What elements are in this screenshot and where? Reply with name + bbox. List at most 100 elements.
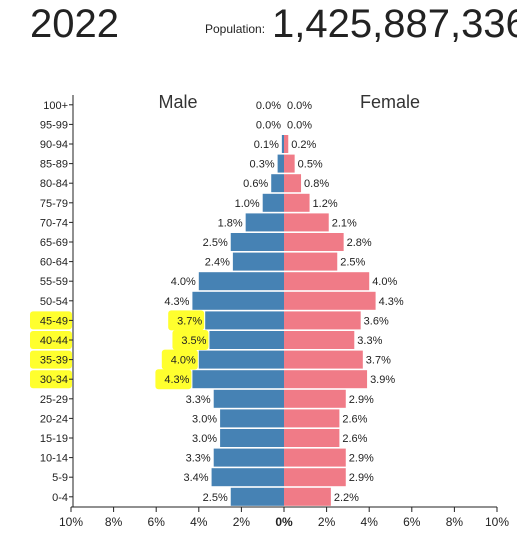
male-percent-label: 3.0% (192, 433, 217, 445)
age-group-label: 50-54 (40, 296, 68, 308)
female-bar (284, 429, 340, 447)
age-group-label: 85-89 (40, 159, 68, 171)
male-bar (220, 429, 284, 447)
male-percent-label: 3.7% (177, 315, 202, 327)
x-tick-label: 8% (446, 515, 464, 529)
x-tick-label: 6% (148, 515, 166, 529)
female-bar (284, 331, 355, 349)
x-tick-label: 8% (105, 515, 123, 529)
age-highlight-mark (30, 311, 72, 330)
male-bar (213, 389, 284, 408)
male-bar (192, 291, 284, 310)
x-tick-label: 0% (275, 515, 293, 529)
female-percent-label: 2.9% (349, 394, 374, 406)
male-bar (245, 213, 284, 232)
female-bar (284, 389, 346, 408)
age-group-label: 60-64 (40, 257, 68, 269)
male-percent-label: 3.0% (192, 413, 217, 425)
age-group-label: 15-19 (40, 433, 68, 445)
age-group-label: 25-29 (40, 394, 68, 406)
female-bar (284, 272, 370, 291)
pct-highlight-mark (168, 310, 205, 331)
male-percent-label: 2.5% (203, 237, 228, 249)
male-percent-label: 0.0% (256, 119, 281, 131)
x-tick-label: 2% (318, 515, 336, 529)
male-percent-label: 4.0% (171, 355, 196, 367)
male-bar (220, 409, 284, 428)
age-group-label: 10-14 (40, 453, 68, 465)
female-percent-label: 4.3% (379, 296, 404, 308)
age-highlight-mark (30, 331, 72, 349)
male-percent-label: 2.5% (203, 492, 228, 504)
male-percent-label: 0.1% (254, 139, 279, 151)
male-bar (213, 448, 284, 467)
female-percent-label: 4.0% (372, 276, 397, 288)
male-percent-label: 3.3% (186, 394, 211, 406)
male-bar (205, 311, 284, 330)
year-title: 2022 (30, 2, 119, 46)
male-percent-label: 0.6% (243, 178, 268, 190)
female-bar (284, 291, 376, 310)
female-percent-label: 0.0% (287, 100, 312, 112)
female-percent-label: 0.5% (298, 159, 323, 171)
female-percent-label: 3.3% (357, 335, 382, 347)
female-bar (284, 468, 346, 487)
age-group-label: 90-94 (40, 139, 68, 151)
male-percent-label: 1.8% (218, 217, 243, 229)
male-percent-label: 4.3% (164, 296, 189, 308)
x-tick-label: 10% (59, 515, 83, 529)
male-bar (271, 174, 284, 193)
age-group-label: 100+ (43, 100, 68, 112)
age-group-label: 95-99 (40, 119, 68, 131)
female-bar (284, 350, 363, 369)
female-bar (284, 193, 310, 212)
population-label: Population: (205, 22, 266, 36)
x-tick-label: 4% (361, 515, 379, 529)
age-group-label: 65-69 (40, 237, 68, 249)
male-bar (232, 252, 284, 271)
population-value: 1,425,887,336 (272, 2, 517, 46)
female-bar (284, 213, 329, 232)
female-bar (284, 154, 295, 173)
female-percent-label: 3.7% (366, 355, 391, 367)
female-bar (284, 233, 344, 251)
female-percent-label: 2.9% (349, 472, 374, 484)
female-percent-label: 3.6% (364, 315, 389, 327)
pct-highlight-mark (155, 369, 192, 390)
x-tick-label: 10% (485, 515, 509, 529)
age-group-label: 70-74 (40, 217, 68, 229)
female-percent-label: 1.2% (313, 198, 338, 210)
male-bar (209, 331, 284, 349)
age-group-label: 30-34 (40, 374, 68, 386)
male-percent-label: 0.3% (250, 159, 275, 171)
female-bar (284, 370, 368, 389)
male-bar (192, 370, 284, 389)
age-group-label: 75-79 (40, 198, 68, 210)
female-percent-label: 0.0% (287, 119, 312, 131)
pct-highlight-mark (172, 330, 209, 350)
x-tick-label: 4% (190, 515, 208, 529)
male-bar (230, 487, 284, 506)
age-group-label: 80-84 (40, 178, 68, 190)
age-group-label: 20-24 (40, 413, 68, 425)
x-tick-label: 6% (403, 515, 421, 529)
male-bar (281, 135, 284, 153)
age-group-label: 40-44 (40, 335, 68, 347)
male-percent-label: 0.0% (256, 100, 281, 112)
age-group-label: 55-59 (40, 276, 68, 288)
female-bar (284, 409, 340, 428)
female-percent-label: 2.5% (340, 257, 365, 269)
male-bar (198, 350, 284, 369)
age-group-label: 45-49 (40, 315, 68, 327)
male-bar (211, 468, 284, 487)
age-group-label: 0-4 (52, 492, 68, 504)
male-bar (277, 154, 284, 173)
male-percent-label: 4.3% (164, 374, 189, 386)
female-series-label: Female (360, 92, 420, 112)
female-percent-label: 3.9% (370, 374, 395, 386)
female-bar (284, 135, 289, 153)
female-percent-label: 0.2% (291, 139, 316, 151)
male-percent-label: 3.4% (184, 472, 209, 484)
male-series-label: Male (158, 92, 197, 112)
